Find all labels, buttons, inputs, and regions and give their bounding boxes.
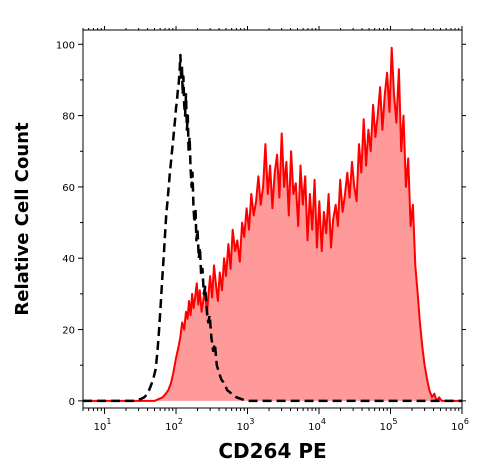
x-tick-label: 104: [308, 417, 326, 433]
x-tick-label: 103: [237, 417, 255, 433]
control-histogram-line: [83, 53, 462, 403]
stained-histogram-line: [83, 46, 462, 402]
plot-frame: [82, 29, 463, 409]
x-axis-title: CD264 PE: [218, 439, 326, 463]
x-tick-label: 102: [165, 417, 183, 433]
y-axis-title: Relative Cell Count: [12, 122, 33, 316]
y-tick-label: 100: [56, 40, 75, 51]
y-tick-label: 0: [69, 397, 75, 408]
x-tick-label: 105: [380, 417, 398, 433]
stained-histogram-fill: [83, 47, 462, 401]
y-tick-label: 80: [62, 112, 75, 123]
y-tick-label: 60: [62, 183, 75, 194]
y-tick-label: 20: [62, 326, 75, 337]
x-tick-label: 106: [451, 417, 469, 433]
plot-content: [83, 46, 462, 403]
y-tick-label: 40: [62, 254, 75, 265]
x-tick-label: 101: [94, 417, 112, 433]
